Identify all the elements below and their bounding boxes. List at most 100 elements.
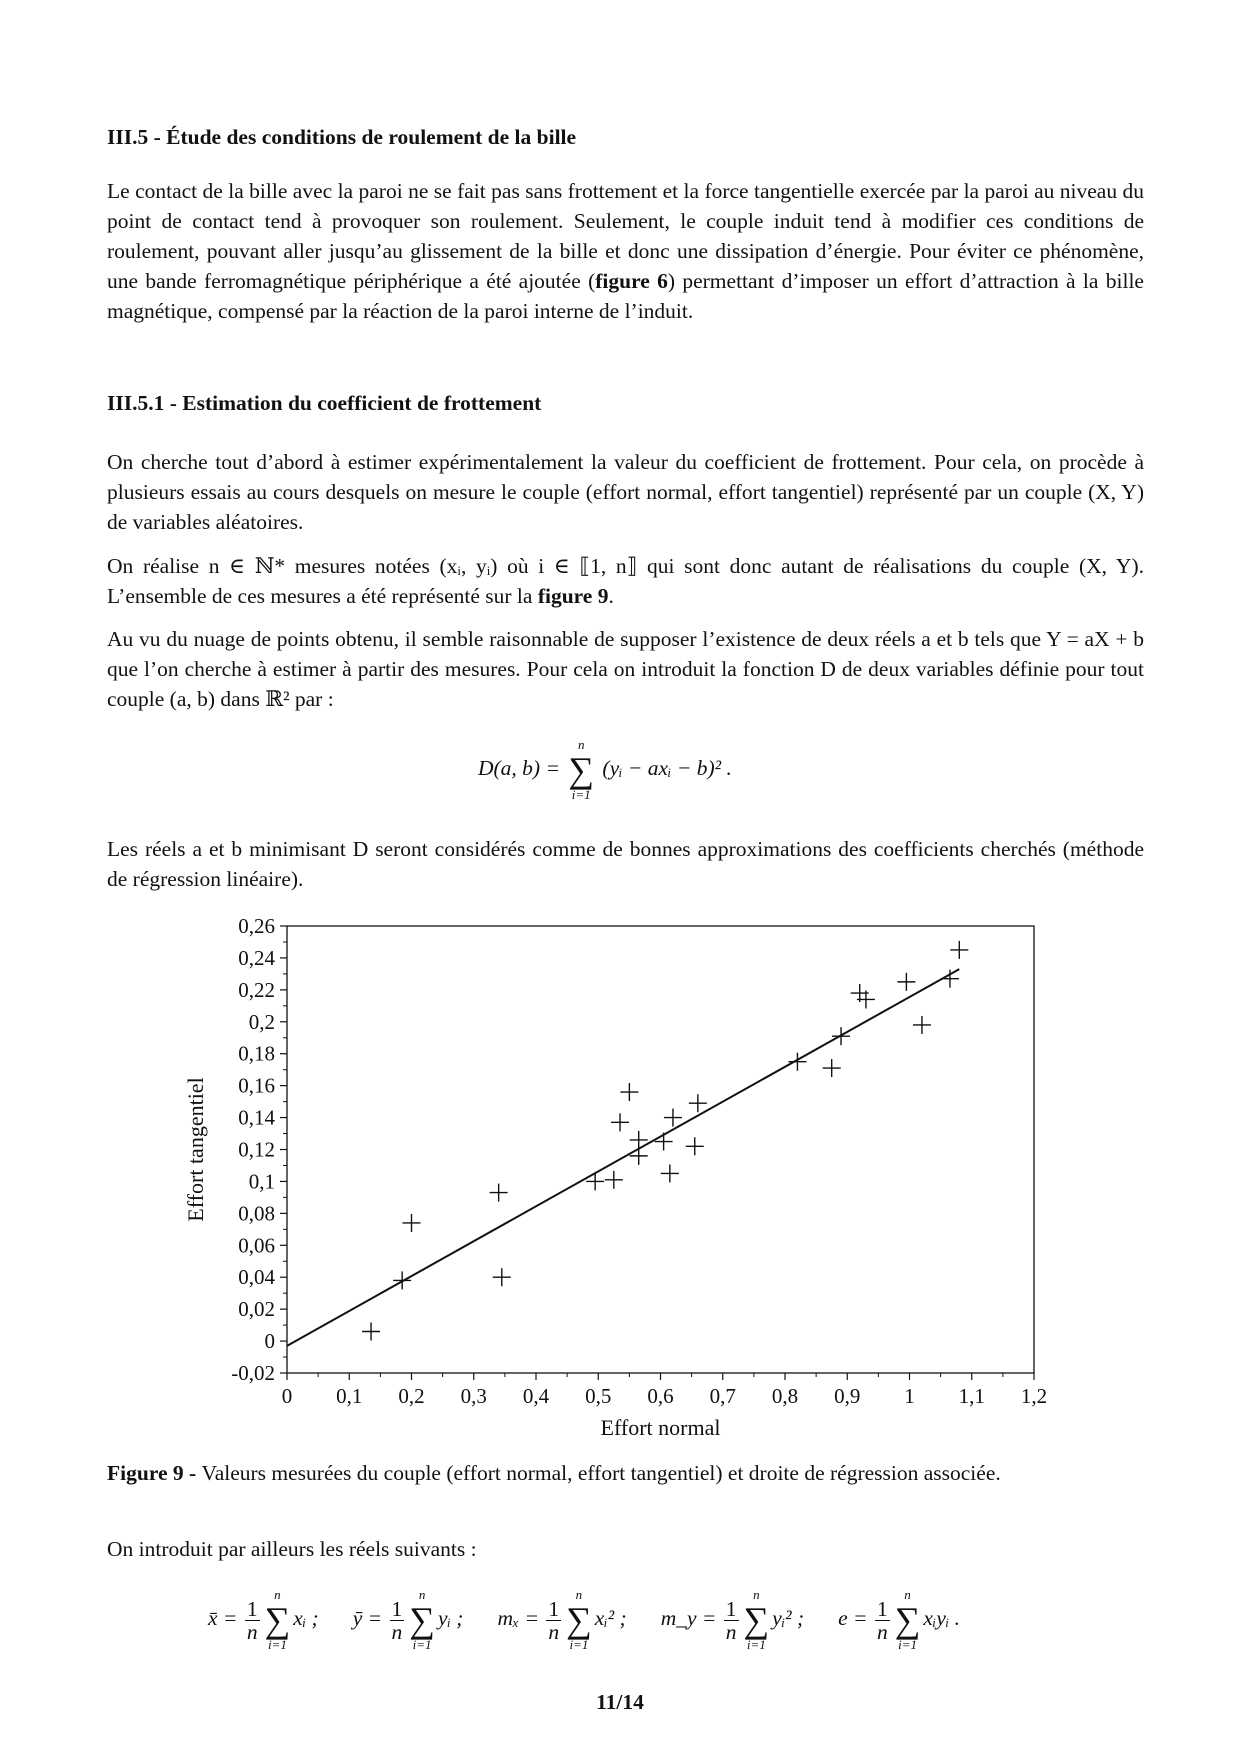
data-point [620, 1083, 639, 1102]
x-tick-label: 1,2 [1021, 1384, 1047, 1408]
plot-frame [286, 925, 1035, 1374]
regression-line [286, 968, 960, 1347]
y-tick-label: 0,06 [238, 1233, 275, 1257]
data-point [660, 1164, 679, 1183]
figure-6-reference: figure 6 [595, 269, 668, 293]
caption-label: Figure 9 - [107, 1461, 202, 1485]
sigma: ∑ [743, 1600, 770, 1640]
caption-text: Valeurs mesurées du couple (effort norma… [201, 1461, 1001, 1485]
x-tick-label: 0,9 [834, 1384, 860, 1408]
paragraph-text: Le contact de la bille avec la paroi ne … [107, 179, 1144, 293]
sum-symbol: n ∑ i=1 [566, 1588, 592, 1652]
data-point [489, 1183, 508, 1202]
y-tick-label: 0,1 [249, 1169, 275, 1193]
sigma: ∑ [568, 750, 595, 790]
x-tick-label: 0,1 [336, 1384, 362, 1408]
definition-2: mₓ = 1 n n ∑ i=1 xᵢ² ; [497, 1588, 626, 1652]
x-tick-label: 0,8 [772, 1384, 798, 1408]
def-lhs: mₓ = [497, 1605, 545, 1630]
sum-symbol: n ∑ i=1 [895, 1588, 921, 1652]
x-tick-label: 0,3 [461, 1384, 487, 1408]
sigma: ∑ [894, 1600, 921, 1640]
figure-caption: Figure 9 - Valeurs mesurées du couple (e… [107, 1458, 1144, 1488]
sum-upper: n [577, 737, 585, 752]
y-tick-label: 0,02 [238, 1297, 275, 1321]
data-point [629, 1130, 648, 1149]
paragraph-text: On réalise n ∈ ℕ* mesures notées (xᵢ, yᵢ… [107, 554, 1144, 608]
sum-upper: n [418, 1587, 426, 1602]
y-axis-label: Effort tangentiel [183, 1077, 208, 1221]
data-point [362, 1322, 381, 1341]
sigma: ∑ [566, 1600, 592, 1640]
data-point [822, 1059, 841, 1078]
formula-lhs: D(a, b) = [478, 755, 566, 780]
paragraph-experiment: On cherche tout d’abord à estimer expéri… [107, 450, 1144, 534]
data-point [654, 1132, 673, 1151]
data-point [897, 972, 916, 991]
sum-upper: n [575, 1587, 583, 1602]
frac-den: n [391, 1619, 403, 1644]
figure-9-reference: figure 9 [537, 584, 609, 608]
paragraph-text: . [608, 584, 614, 608]
sum-upper: n [274, 1587, 281, 1602]
def-lhs: e = [838, 1605, 873, 1630]
def-term: yᵢ ; [437, 1605, 464, 1630]
sigma: ∑ [264, 1600, 291, 1640]
x-tick-label: 0,4 [523, 1384, 550, 1408]
data-point [604, 1170, 623, 1189]
paragraph-measures: On réalise n ∈ ℕ* mesures notées (xᵢ, yᵢ… [107, 551, 1144, 611]
y-tick-label: 0,16 [238, 1074, 275, 1098]
sum-symbol: n ∑ i=1 [265, 1588, 291, 1652]
sum-upper: n [904, 1587, 911, 1602]
section-heading: III.5 - Étude des conditions de roulemen… [107, 125, 577, 149]
paragraph-rolling-conditions: Le contact de la bille avec la paroi ne … [107, 176, 1144, 326]
frac-den: n [725, 1619, 737, 1644]
y-tick-label: 0,04 [238, 1265, 275, 1289]
definitions-formulas: x̄ = 1 n n ∑ i=1 xᵢ ; ȳ = 1 n n ∑ i=1 yᵢ ; mₓ = 1 n n ∑… [208, 1588, 994, 1652]
paragraph-intro-defs: On introduit par ailleurs les réels suiv… [107, 1537, 477, 1561]
frac-num: 1 [546, 1596, 562, 1621]
data-point [788, 1052, 807, 1071]
data-point [629, 1146, 648, 1165]
data-point [393, 1271, 412, 1290]
frac-num: 1 [723, 1596, 739, 1621]
frac-num: 1 [244, 1596, 260, 1621]
frac-num: 1 [389, 1596, 405, 1621]
sum-lower: i=1 [569, 1637, 589, 1652]
definition-0: x̄ = 1 n n ∑ i=1 xᵢ ; [208, 1588, 319, 1652]
data-point [586, 1172, 605, 1191]
sum-lower: i=1 [898, 1637, 917, 1652]
x-axis-label: Effort normal [601, 1415, 721, 1440]
data-point [832, 1027, 851, 1046]
y-tick-label: 0,2 [249, 1010, 275, 1034]
definition-1: ȳ = 1 n n ∑ i=1 yᵢ ; [353, 1588, 464, 1652]
frac-num: 1 [874, 1596, 890, 1621]
x-tick-label: 0 [282, 1384, 293, 1408]
y-tick-label: 0,22 [238, 978, 275, 1002]
y-tick-label: 0,12 [238, 1138, 275, 1162]
x-tick-label: 0,7 [710, 1384, 736, 1408]
data-point [912, 1015, 931, 1034]
y-tick-label: 0,18 [238, 1042, 275, 1066]
sum-symbol: n ∑ i=1 [409, 1588, 435, 1652]
sum-upper: n [753, 1587, 760, 1602]
definition-4: e = 1 n n ∑ i=1 xᵢyᵢ . [838, 1588, 961, 1652]
paragraph-text: ) permettant d’imposer un effort d’attra… [107, 269, 1144, 323]
data-point [492, 1268, 511, 1287]
y-tick-label: 0,26 [238, 914, 275, 938]
data-point [688, 1094, 707, 1113]
data-point [663, 1108, 682, 1127]
data-point [402, 1213, 421, 1232]
data-point [685, 1137, 704, 1156]
frac-den: n [548, 1619, 560, 1644]
sum-lower: i=1 [571, 787, 591, 802]
sum-lower: i=1 [267, 1637, 287, 1652]
sum-symbol: n ∑ i=1 [744, 1588, 770, 1652]
formula-rhs: (yᵢ − axᵢ − b)² . [602, 755, 732, 780]
def-term: xᵢyᵢ . [923, 1605, 961, 1630]
